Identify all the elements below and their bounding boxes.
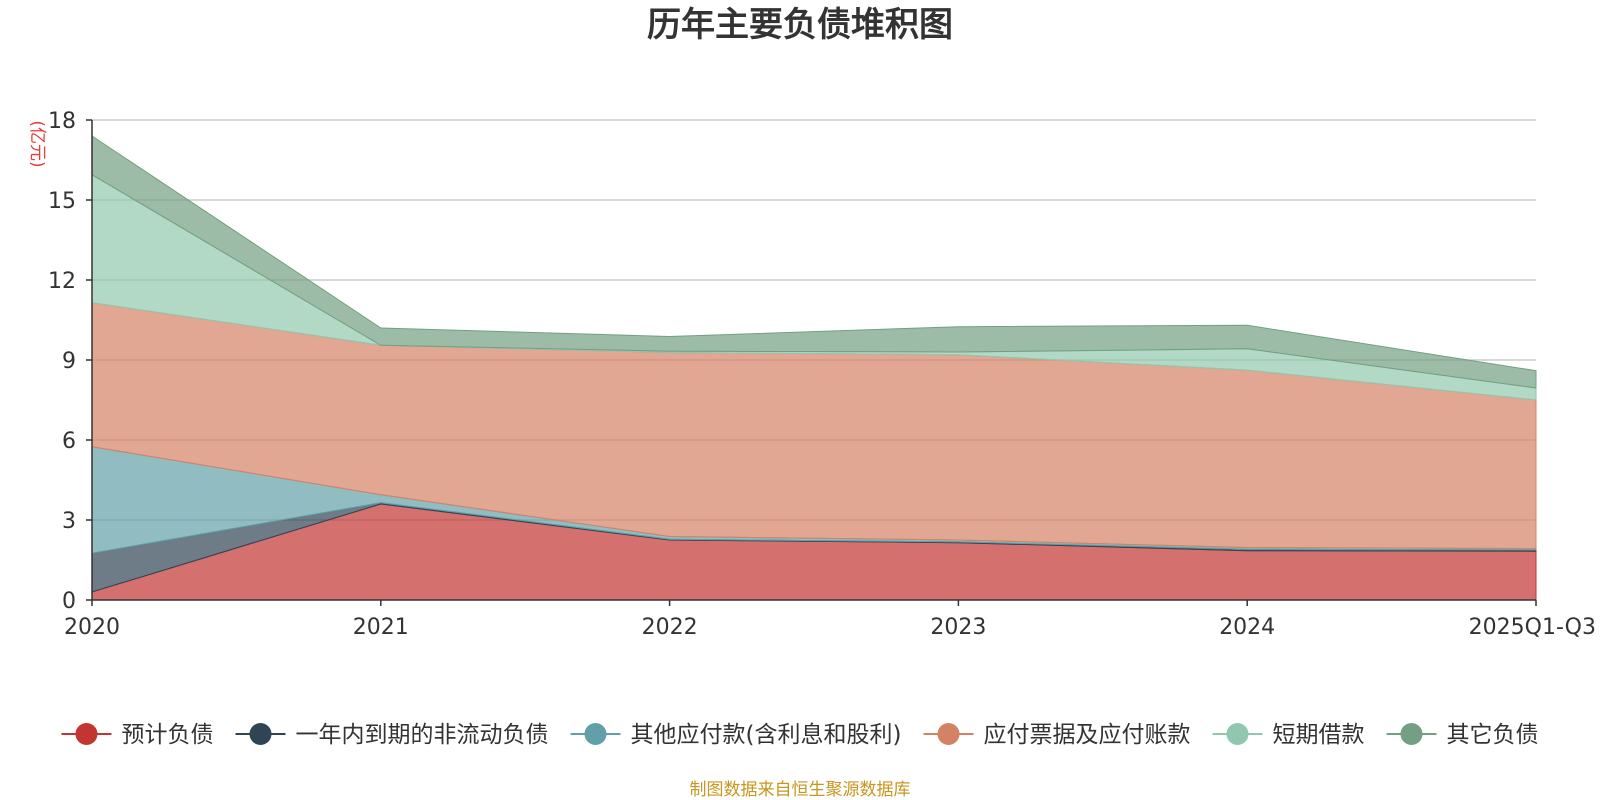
legend-label: 其它负债 — [1447, 722, 1539, 748]
legend-circle-icon — [937, 723, 960, 745]
x-tick-label: 2024 — [1219, 615, 1275, 640]
y-tick-label: 9 — [62, 349, 76, 374]
y-tick-label: 15 — [48, 189, 76, 214]
y-axis-unit-label: (亿元) — [27, 120, 47, 167]
legend-circle-icon — [249, 723, 272, 745]
legend-item-6[interactable]: 其它负债 — [1386, 722, 1539, 748]
y-tick-label: 18 — [48, 109, 76, 134]
legend-circle-icon — [75, 723, 98, 745]
y-tick-label: 6 — [62, 429, 76, 454]
y-tick-label: 0 — [62, 589, 76, 614]
legend-label: 一年内到期的非流动负债 — [296, 722, 549, 748]
legend-label: 短期借款 — [1273, 722, 1365, 748]
legend-label: 预计负债 — [122, 722, 214, 748]
legend-item-2[interactable]: 一年内到期的非流动负债 — [235, 722, 549, 748]
legend-label: 其他应付款(含利息和股利) — [631, 722, 902, 748]
legend-circle-icon — [1226, 723, 1249, 745]
x-tick-label: 2023 — [930, 615, 986, 640]
x-tick-label: 2022 — [642, 615, 698, 640]
legend-label: 应付票据及应付账款 — [984, 722, 1191, 748]
legend-item-1[interactable]: 预计负债 — [61, 722, 214, 748]
x-tick-label: 2021 — [353, 615, 409, 640]
x-tick-label: 2025Q1-Q3 — [1469, 615, 1596, 640]
area-series — [91, 135, 1537, 601]
area-series-6 — [91, 135, 1537, 389]
chart-title: 历年主要负债堆积图 — [647, 5, 953, 45]
y-tick-label: 12 — [48, 269, 76, 294]
data-source-note: 制图数据来自恒生聚源数据库 — [690, 780, 911, 800]
legend-circle-icon — [584, 723, 607, 745]
legend-circle-icon — [1400, 723, 1423, 745]
legend[interactable]: 预计负债 一年内到期的非流动负债 其他应付款(含利息和股利) 应付票据及应付账款 短期借… — [61, 722, 1539, 748]
y-tick-label: 3 — [62, 509, 76, 534]
legend-item-3[interactable]: 其他应付款(含利息和股利) — [570, 722, 902, 748]
axes: 0 3 6 9 12 15 18 2020 2021 2022 2023 2024 2025Q1-Q3 — [48, 109, 1596, 640]
legend-item-5[interactable]: 短期借款 — [1212, 722, 1365, 748]
x-tick-label: 2020 — [64, 615, 120, 640]
legend-item-4[interactable]: 应付票据及应付账款 — [923, 722, 1191, 748]
